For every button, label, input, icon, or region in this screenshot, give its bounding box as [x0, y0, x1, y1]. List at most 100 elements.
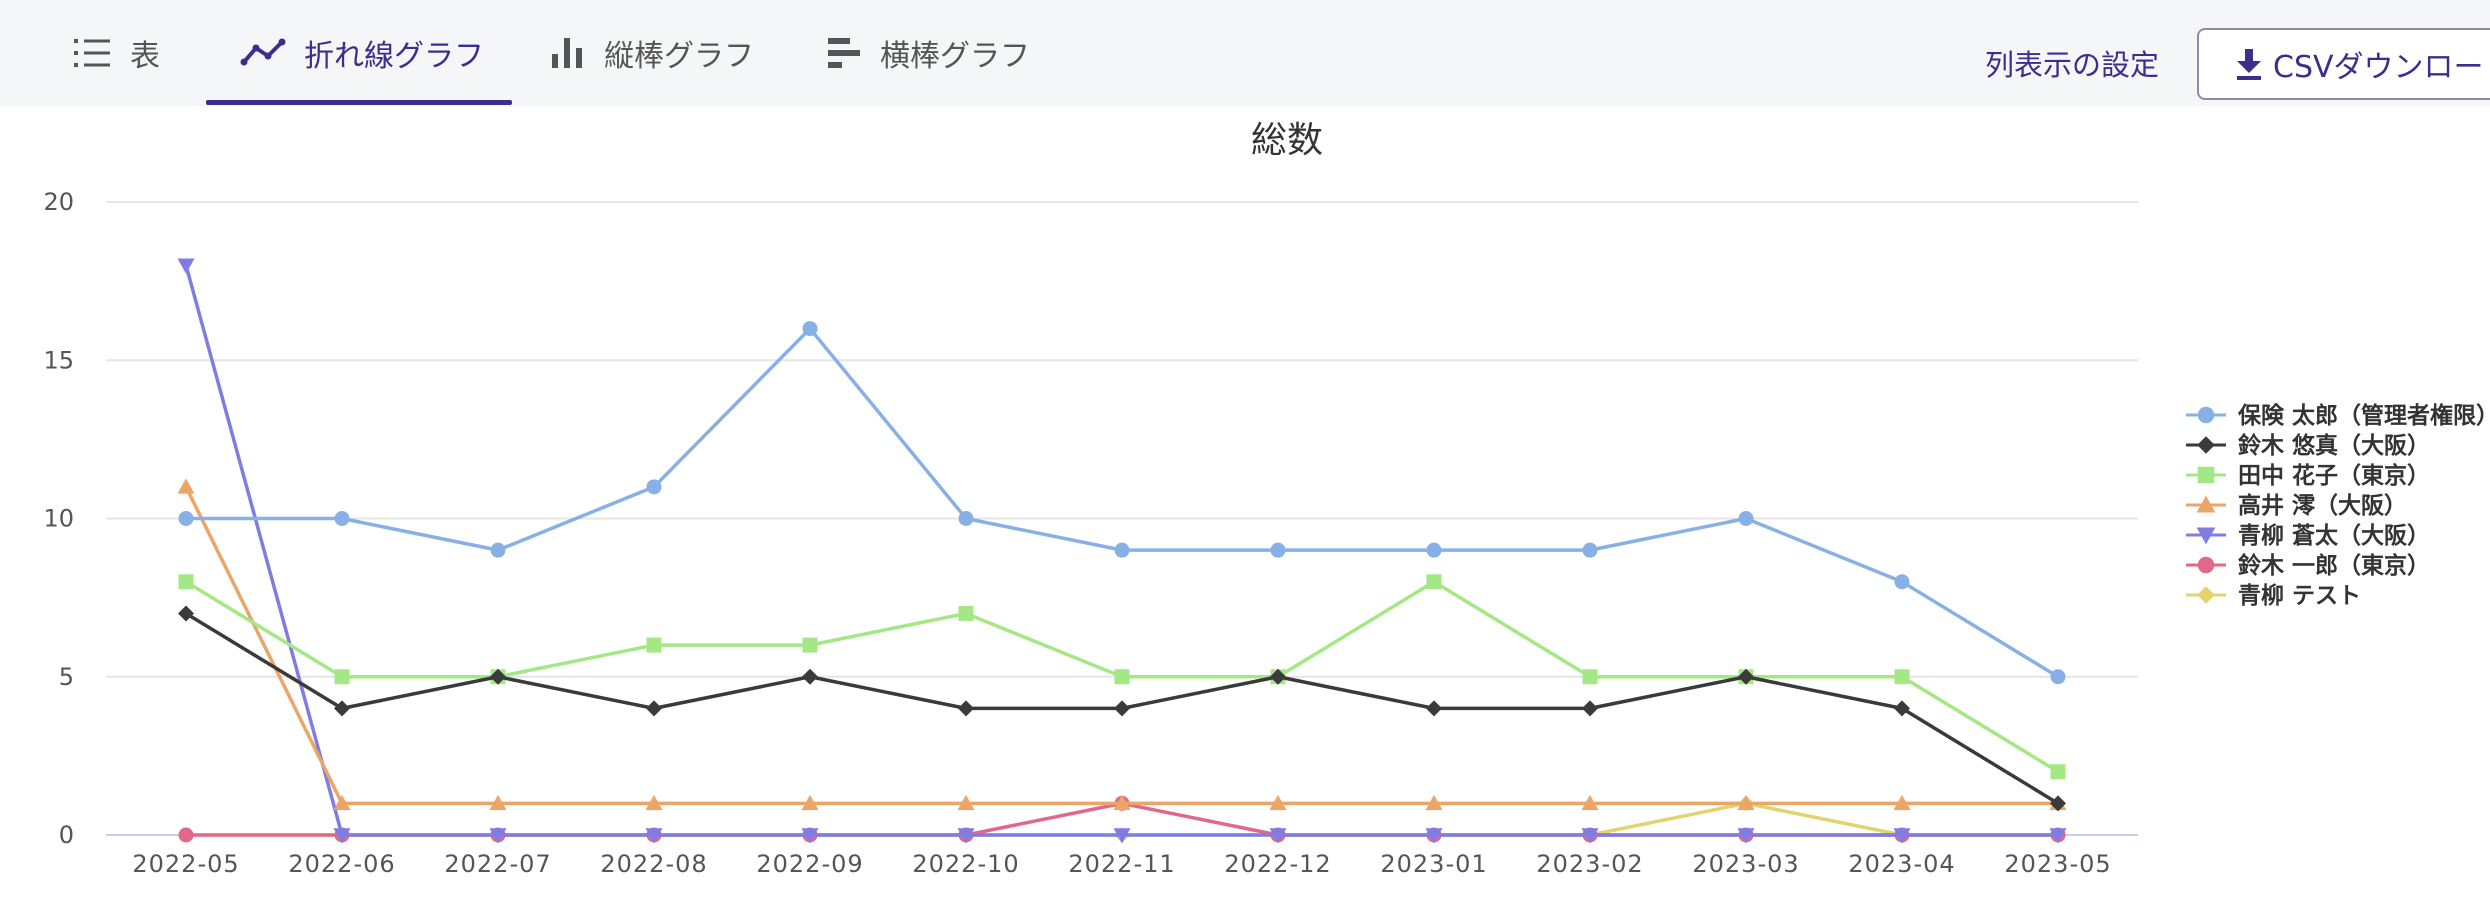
data-point: [178, 827, 194, 843]
legend-item[interactable]: 青柳 蒼太（大阪）: [2186, 522, 2430, 549]
data-point: [1425, 828, 1443, 844]
x-tick-label: 2023-01: [1380, 850, 1487, 878]
legend-item[interactable]: 青柳 テスト: [2186, 582, 2361, 609]
y-tick-label: 5: [59, 663, 74, 691]
series-1: [178, 605, 2066, 812]
y-tick-label: 10: [43, 505, 74, 533]
x-tick-label: 2022-11: [1068, 850, 1175, 878]
data-point: [333, 828, 351, 844]
data-point: [490, 668, 506, 685]
chart-title: 総数: [1251, 120, 1323, 161]
data-point: [1426, 574, 1442, 590]
data-point: [802, 637, 818, 653]
data-point: [1893, 794, 1911, 811]
chart-panel: 総数 0 5 10 15 20 2022-05 2022-06 2022-07 2022-08 2…: [26, 106, 2490, 904]
data-point: [1582, 669, 1598, 685]
legend-marker: [2197, 436, 2215, 454]
data-point: [334, 511, 350, 526]
data-point: [801, 794, 819, 811]
data-point: [1894, 574, 1910, 590]
data-point: [333, 794, 351, 811]
data-point: [1738, 668, 1754, 685]
tab-table[interactable]: 表: [72, 0, 160, 106]
y-tick-label: 0: [59, 821, 74, 849]
csv-download-label: CSVダウンロー: [2273, 50, 2484, 85]
legend-item[interactable]: 鈴木 一郎（東京）: [2186, 552, 2430, 579]
legend-marker: [2197, 556, 2215, 574]
data-point: [1269, 794, 1287, 811]
data-point: [2050, 795, 2066, 812]
x-tick-label: 2022-05: [132, 850, 239, 878]
data-point: [1425, 794, 1443, 811]
tab-label: 表: [130, 39, 160, 74]
data-point: [1426, 542, 1442, 558]
data-point: [645, 794, 663, 811]
series-0: [178, 321, 2066, 685]
data-point: [1737, 794, 1755, 811]
legend-marker: [2197, 406, 2215, 424]
data-point: [801, 828, 819, 844]
legend-label: 鈴木 悠真（大阪）: [2238, 432, 2430, 459]
x-tick-label: 2023-02: [1536, 850, 1643, 878]
data-point: [2049, 828, 2067, 844]
legend-label: 鈴木 一郎（東京）: [2238, 552, 2430, 579]
line-chart: 総数 0 5 10 15 20 2022-05 2022-06 2022-07 2022-08 2…: [43, 120, 2490, 878]
data-point: [1893, 828, 1911, 844]
data-point: [334, 669, 350, 685]
data-point: [2050, 669, 2066, 685]
data-point: [1581, 828, 1599, 844]
legend-label: 保険 太郎（管理者権限）: [2237, 402, 2490, 429]
data-point: [489, 828, 507, 844]
data-point: [1737, 828, 1755, 844]
data-point: [178, 511, 194, 526]
series-2: [178, 574, 2066, 780]
x-tick-label: 2022-07: [444, 850, 551, 878]
data-point: [646, 479, 662, 495]
tab-line-chart[interactable]: 折れ線グラフ: [240, 0, 484, 106]
x-tick-label: 2022-10: [912, 850, 1019, 878]
legend-marker: [2197, 466, 2215, 484]
x-tick-label: 2023-04: [1848, 850, 1955, 878]
tab-label: 横棒グラフ: [880, 39, 1030, 74]
tab-horizontal-bar-chart[interactable]: 横棒グラフ: [826, 0, 1030, 106]
legend-item[interactable]: 高井 澪（大阪）: [2186, 492, 2407, 519]
x-tick-label: 2023-03: [1692, 850, 1799, 878]
data-point: [645, 828, 663, 844]
data-point: [957, 794, 975, 811]
legend-item[interactable]: 田中 花子（東京）: [2186, 462, 2430, 489]
data-point: [1582, 542, 1598, 558]
series-line: [184, 486, 2058, 806]
data-point: [489, 794, 507, 811]
data-point: [958, 511, 974, 526]
data-point: [178, 605, 194, 622]
x-tick-label: 2022-12: [1224, 850, 1331, 878]
legend-marker: [2197, 586, 2215, 604]
data-point: [1426, 700, 1442, 717]
y-tick-label: 20: [43, 188, 74, 216]
data-point: [1894, 700, 1910, 717]
data-point: [1114, 700, 1130, 717]
data-point: [1114, 542, 1130, 558]
legend-item[interactable]: 保険 太郎（管理者権限）: [2186, 402, 2490, 429]
data-point: [1114, 669, 1130, 685]
tab-bar-chart[interactable]: 縦棒グラフ: [550, 0, 754, 106]
line-chart-icon: [240, 38, 286, 68]
series-3: [177, 478, 2067, 811]
csv-download-button[interactable]: CSVダウンロー: [2197, 28, 2490, 100]
legend-item[interactable]: 鈴木 悠真（大阪）: [2186, 432, 2430, 459]
data-point: [1270, 542, 1286, 558]
legend-marker: [2196, 527, 2216, 545]
download-icon: [2235, 47, 2263, 81]
data-point: [177, 478, 195, 494]
data-point: [1894, 669, 1910, 685]
data-point: [2050, 764, 2066, 780]
data-point: [958, 605, 974, 621]
data-point: [1113, 828, 1131, 844]
column-settings-link[interactable]: 列表示の設定: [1985, 0, 2159, 126]
legend-label: 青柳 テスト: [2238, 582, 2361, 609]
legend-label: 高井 澪（大阪）: [2238, 492, 2407, 519]
series-line: [186, 326, 2059, 679]
data-point: [490, 542, 506, 558]
list-icon: [72, 36, 112, 70]
data-point: [1270, 668, 1286, 685]
